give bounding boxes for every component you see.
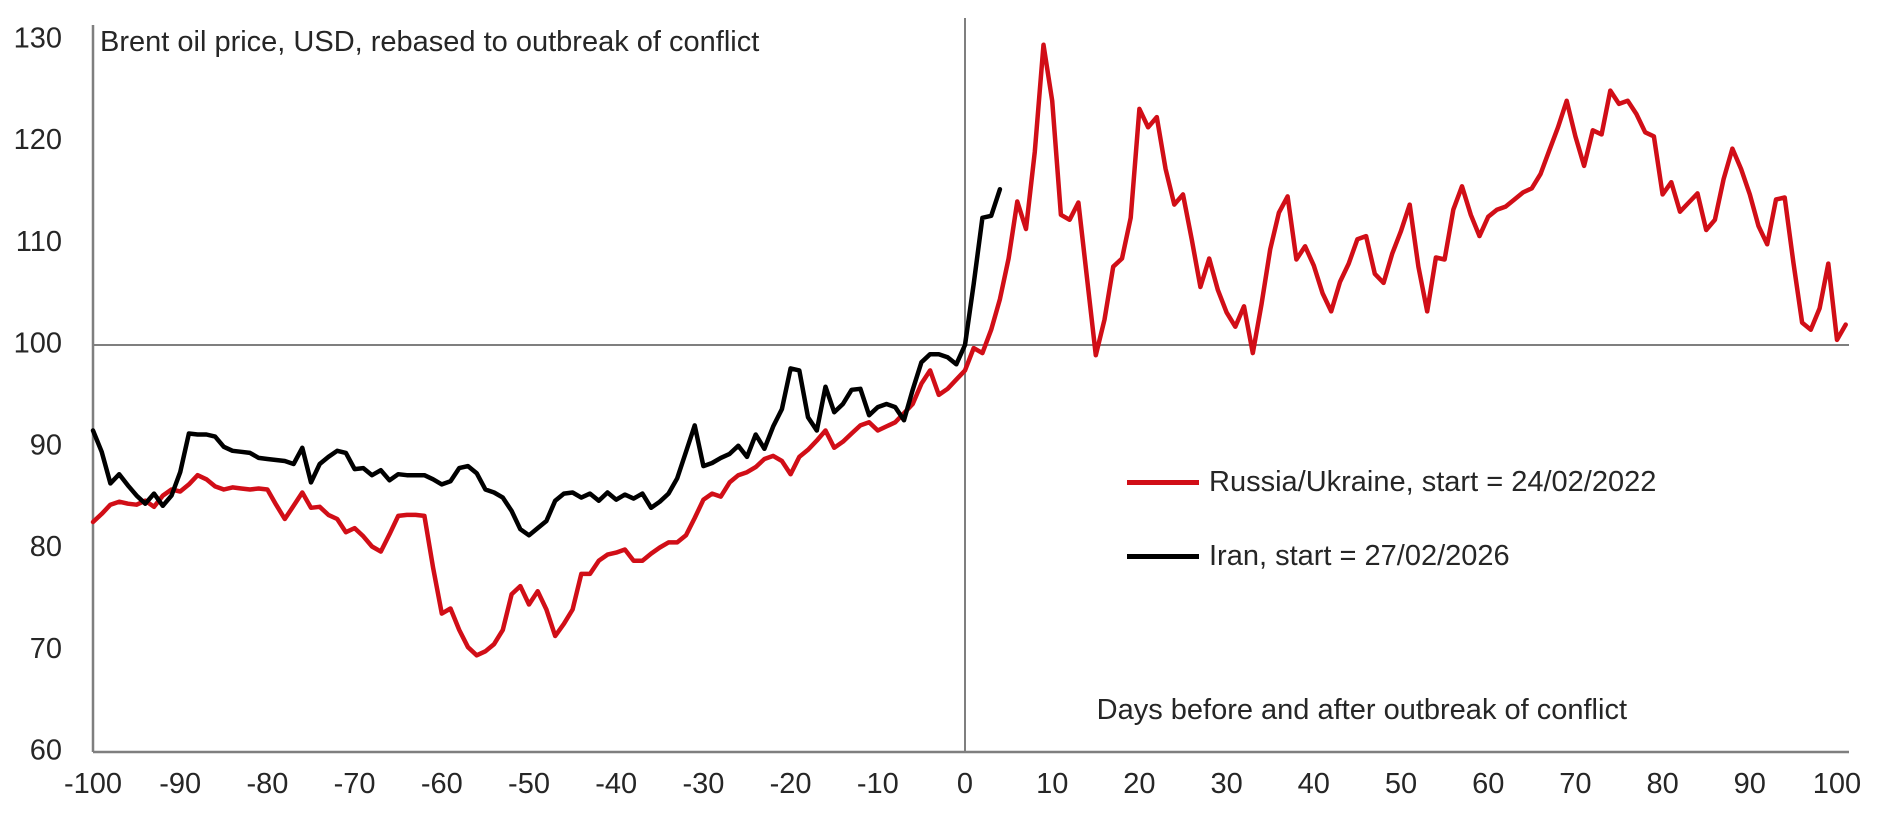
iran-series-line xyxy=(90,187,1003,538)
x-tick-label: -80 xyxy=(246,768,288,800)
legend-item-iran: Iran, start = 27/02/2026 xyxy=(1127,540,1510,573)
y-tick-label: 110 xyxy=(16,226,62,258)
x-tick-label: -70 xyxy=(334,768,376,800)
chart-title: Brent oil price, USD, rebased to outbrea… xyxy=(100,26,760,58)
x-tick-label: 0 xyxy=(957,768,973,800)
x-tick-labels: -100 -90 -80 -70 -60 -50 -40 -30 -20 -10 0 10 20 30 40… xyxy=(64,768,1861,800)
y-tick-label: 60 xyxy=(30,735,62,767)
legend-label: Russia/Ukraine, start = 24/02/2022 xyxy=(1209,466,1657,498)
x-tick-label: 40 xyxy=(1298,768,1330,800)
x-tick-label: 100 xyxy=(1813,768,1861,800)
y-tick-label: 120 xyxy=(14,124,62,156)
x-tick-label: -50 xyxy=(508,768,550,800)
legend-label: Iran, start = 27/02/2026 xyxy=(1209,540,1510,572)
y-tick-label: 100 xyxy=(14,328,62,360)
x-tick-label: -10 xyxy=(857,768,899,800)
russia-ukraine-series-line xyxy=(90,42,1848,658)
x-tick-label: 10 xyxy=(1036,768,1068,800)
y-tick-label: 70 xyxy=(30,633,62,665)
legend-swatch-black-line xyxy=(1127,554,1199,559)
x-tick-label: 30 xyxy=(1210,768,1242,800)
x-tick-label: -20 xyxy=(770,768,812,800)
x-tick-label: -40 xyxy=(595,768,637,800)
x-tick-label: -90 xyxy=(159,768,201,800)
x-tick-label: 80 xyxy=(1646,768,1678,800)
x-tick-label: 90 xyxy=(1734,768,1766,800)
x-tick-label: 60 xyxy=(1472,768,1504,800)
y-tick-label: 80 xyxy=(30,531,62,563)
y-tick-label: 130 xyxy=(14,22,62,54)
x-tick-label: -30 xyxy=(682,768,724,800)
x-tick-label: 20 xyxy=(1123,768,1155,800)
y-tick-label: 90 xyxy=(30,429,62,461)
x-tick-label: 50 xyxy=(1385,768,1417,800)
legend-item-russia-ukraine: Russia/Ukraine, start = 24/02/2022 xyxy=(1127,466,1656,499)
x-tick-label: -60 xyxy=(421,768,463,800)
x-tick-label: 70 xyxy=(1559,768,1591,800)
x-axis-label: Days before and after outbreak of confli… xyxy=(1096,694,1627,726)
legend-swatch-red-line xyxy=(1127,480,1199,485)
x-tick-label: -100 xyxy=(64,768,122,800)
y-tick-labels: 60 70 80 90 100 110 120 130 xyxy=(14,22,62,766)
